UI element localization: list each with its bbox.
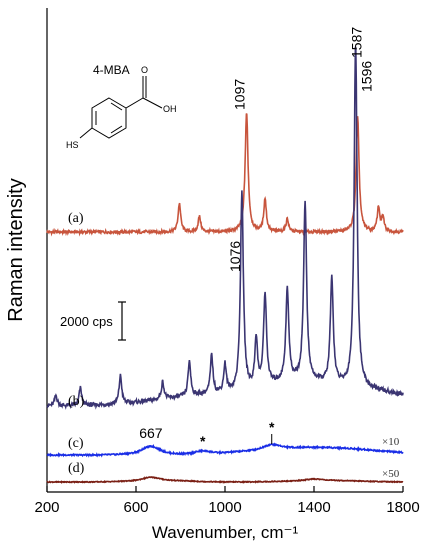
star-marker: * (269, 419, 275, 435)
scale-bar: 2000 cps (60, 301, 126, 341)
series-c-line (46, 442, 404, 458)
scale-bar-label: 2000 cps (60, 314, 113, 329)
spectra: (a) (b) (c) ×10 (d) ×50 (46, 46, 404, 484)
series-a-label: (a) (68, 211, 84, 226)
series-d-line (46, 476, 404, 484)
molecule-oxygen-label: O (141, 65, 148, 75)
molecule-sh-label: HS (66, 140, 79, 150)
plot-frame (46, 8, 403, 493)
x-axis-label: Wavenumber, cm⁻¹ (152, 523, 299, 542)
series-d-multiplier: ×50 (382, 468, 400, 480)
peak-label-1596: 1596 (359, 61, 375, 92)
series-c-label: (c) (68, 436, 84, 451)
peak-label-1587: 1587 (349, 27, 365, 58)
series-d-label: (d) (68, 461, 85, 476)
molecule-name: 4-MBA (93, 63, 130, 77)
annotations: 1097 1587 1596 1076 667 * * (139, 27, 374, 449)
molecule-oh-label: OH (163, 104, 177, 114)
series-b: (b) (46, 46, 404, 410)
x-tick-label: 1000 (208, 499, 241, 516)
series-c-multiplier: ×10 (382, 436, 400, 448)
series-c: (c) ×10 (46, 436, 404, 458)
series-b-line (46, 46, 404, 410)
peak-label-667: 667 (139, 425, 163, 441)
x-tick-label: 1400 (297, 499, 330, 516)
peak-label-1097: 1097 (232, 79, 248, 110)
series-a-line (46, 113, 404, 237)
series-a: (a) (46, 113, 404, 237)
y-axis-label: Raman intensity (5, 178, 27, 321)
x-ticks: 200 600 1000 1400 1800 (34, 486, 420, 516)
series-b-label: (b) (68, 394, 85, 409)
peak-label-1076: 1076 (227, 241, 243, 272)
x-tick-label: 200 (34, 499, 59, 516)
x-tick-label: 1800 (386, 499, 419, 516)
x-tick-label: 600 (123, 499, 148, 516)
series-d: (d) ×50 (46, 461, 404, 484)
star-marker: * (200, 433, 206, 449)
benzene-ring (91, 97, 127, 139)
molecule-structure: 4-MBA O OH HS (66, 63, 177, 150)
